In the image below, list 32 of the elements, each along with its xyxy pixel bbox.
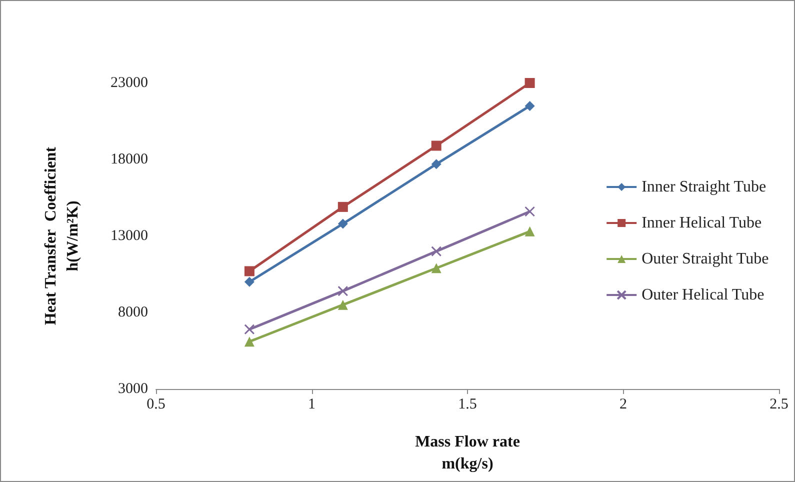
x-axis-title: Mass Flow rate m(kg/s) bbox=[415, 433, 520, 472]
legend-label: Inner Straight Tube bbox=[642, 178, 766, 196]
y-tick-label: 18000 bbox=[110, 152, 148, 168]
y-axis-title: Heat Transfer Coefficient h(W/m²K) bbox=[42, 146, 82, 326]
x-tick-label: 2 bbox=[620, 396, 627, 412]
point bbox=[524, 100, 535, 111]
point bbox=[431, 140, 442, 151]
point bbox=[338, 218, 348, 229]
x-tick-label: 0.5 bbox=[146, 396, 166, 412]
y-tick-label: 13000 bbox=[110, 228, 148, 244]
point bbox=[338, 286, 348, 296]
point bbox=[244, 324, 255, 335]
point bbox=[244, 276, 254, 287]
x-tick-label: 1.5 bbox=[458, 396, 477, 412]
legend-label: Inner Helical Tube bbox=[642, 214, 762, 232]
y-tick-label: 3000 bbox=[118, 381, 148, 397]
y-tick-label: 23000 bbox=[110, 75, 148, 91]
point bbox=[431, 159, 442, 170]
point bbox=[524, 206, 536, 217]
point bbox=[338, 300, 348, 310]
x-tick-label: 2.5 bbox=[770, 396, 788, 412]
point bbox=[244, 336, 254, 347]
x-tick-label: 1 bbox=[308, 396, 316, 412]
point bbox=[524, 226, 535, 236]
point bbox=[338, 202, 348, 212]
point bbox=[524, 78, 535, 88]
y-tick-label: 8000 bbox=[118, 304, 148, 320]
point bbox=[244, 266, 254, 276]
point bbox=[431, 263, 442, 274]
legend-label: Outer Helical Tube bbox=[642, 286, 764, 304]
point bbox=[431, 246, 442, 257]
legend-label: Outer Straight Tube bbox=[642, 250, 769, 268]
